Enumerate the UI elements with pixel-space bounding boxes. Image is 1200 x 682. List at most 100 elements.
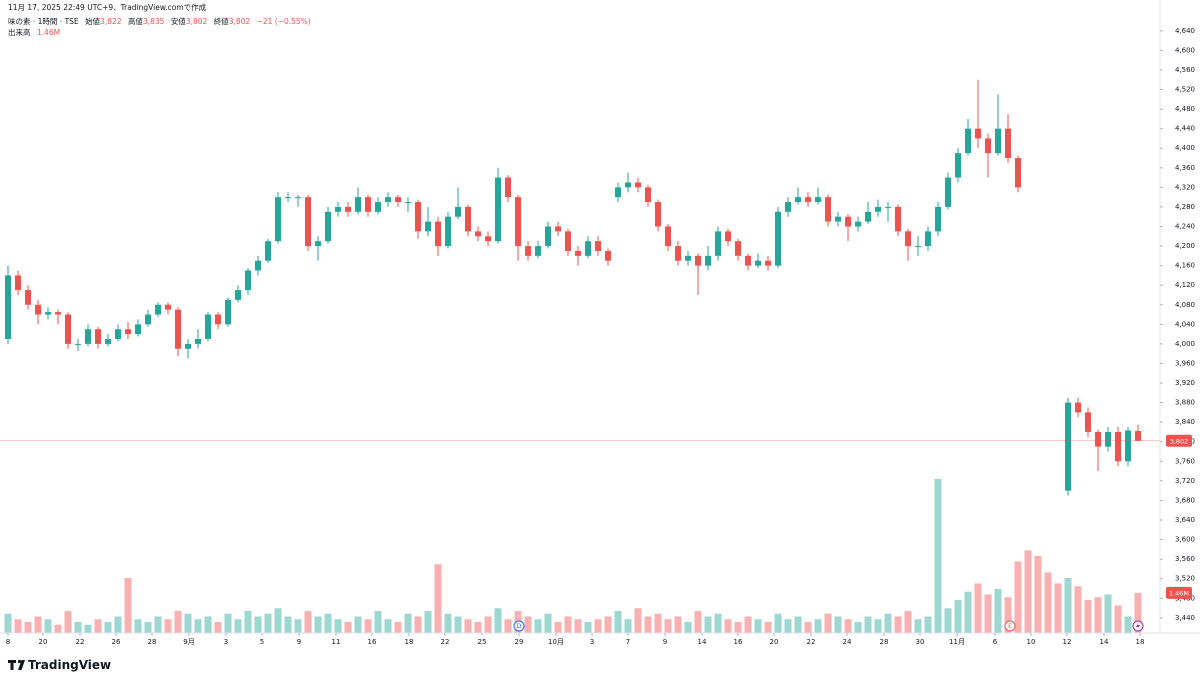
volume-bar <box>544 613 552 633</box>
volume-bar <box>944 608 952 633</box>
y-tick-label: 4,520 <box>1175 86 1195 94</box>
volume-bar <box>64 610 72 633</box>
candle-body <box>355 197 361 212</box>
y-tick-label: 4,120 <box>1175 281 1195 289</box>
ohlc-label: 始値 <box>85 16 100 26</box>
volume-bar <box>124 577 132 633</box>
volume-bar <box>644 616 652 633</box>
volume-bar <box>1084 599 1092 633</box>
candle-body <box>955 153 961 178</box>
candle-body <box>925 231 931 247</box>
x-tick-label: 14 <box>1100 638 1109 646</box>
event-label[interactable]: D <box>517 623 522 630</box>
candle-body <box>715 231 721 256</box>
plot-area <box>0 79 1160 633</box>
volume-bar <box>54 624 62 633</box>
event-flash[interactable] <box>1132 620 1144 632</box>
candle-body <box>635 182 641 188</box>
y-tick-label: 3,640 <box>1175 516 1195 524</box>
candle-body <box>125 329 131 335</box>
volume-bar <box>974 583 982 633</box>
candle-body <box>485 236 491 242</box>
x-tick-label: 18 <box>405 638 414 646</box>
y-tick-label: 4,280 <box>1175 203 1195 211</box>
candle-body <box>935 206 941 232</box>
event-label[interactable]: E <box>1008 623 1012 630</box>
volume-bar <box>344 621 352 633</box>
logo-mark <box>8 660 25 670</box>
candle-body <box>655 202 661 227</box>
candle-body <box>625 182 631 188</box>
volume-bar <box>174 610 182 633</box>
x-tick-label: 12 <box>1063 638 1072 646</box>
candle-body <box>25 290 31 305</box>
header-line: 味の素 · 1時間 · TSE 始値3,822 高値3,835 安値3,802 … <box>8 16 311 26</box>
candle-body <box>895 206 901 232</box>
candle-body <box>165 304 171 310</box>
volume-bar <box>94 619 102 633</box>
volume-bar <box>114 616 122 633</box>
y-tick-label: 3,440 <box>1175 614 1195 622</box>
candle-body <box>425 221 431 232</box>
volume-bar <box>34 616 42 633</box>
y-tick-label: 3,920 <box>1175 379 1195 387</box>
volume-bar <box>694 610 702 633</box>
x-tick-label: 16 <box>368 638 377 646</box>
x-tick-label: 3 <box>590 638 594 646</box>
candle-body <box>1115 431 1121 462</box>
volume-bar <box>334 619 342 633</box>
x-tick-label: 10月 <box>548 638 564 646</box>
volume-bar <box>444 613 452 633</box>
volume-bar <box>194 619 202 633</box>
candle-body <box>755 260 761 266</box>
event-e[interactable]: E <box>1004 620 1016 632</box>
candle-body <box>345 206 351 212</box>
volume-bar <box>664 619 672 633</box>
event-marker[interactable] <box>513 620 525 632</box>
volume-bar <box>464 619 472 633</box>
candle-body <box>495 177 501 242</box>
volume-bar <box>684 621 692 633</box>
volume-bar <box>744 616 752 633</box>
candle-body <box>675 246 681 261</box>
volume-bar <box>434 564 442 633</box>
volume-bar <box>904 610 912 633</box>
ohlc-value: 3,802 <box>229 17 251 26</box>
volume-bars <box>4 478 1142 633</box>
volume-bar <box>954 599 962 633</box>
volume-bar <box>1044 572 1052 633</box>
volume-bar <box>964 591 972 633</box>
volume-bar <box>104 621 112 633</box>
y-tick-label: 4,400 <box>1175 144 1195 152</box>
y-tick-label: 3,720 <box>1175 477 1195 485</box>
volume-bar <box>264 613 272 633</box>
volume-bar <box>24 621 32 633</box>
volume-bar <box>824 613 832 633</box>
volume-bar <box>654 613 662 633</box>
event-marker[interactable] <box>1004 620 1016 632</box>
volume-bar <box>144 621 152 633</box>
candle-body <box>1065 402 1071 491</box>
volume-bar <box>714 613 722 633</box>
volume-bar <box>564 616 572 633</box>
volume-bar <box>924 616 932 633</box>
event-d[interactable]: D <box>513 620 525 632</box>
candle-body <box>105 339 111 344</box>
last-volume-badge <box>1166 586 1192 599</box>
volume-bar <box>914 619 922 633</box>
x-tick-label: 11 <box>332 638 341 646</box>
ohlc-label: 終値 <box>214 16 229 26</box>
candle-body <box>665 226 671 247</box>
volume-bar <box>604 616 612 633</box>
volume-bar <box>474 621 482 633</box>
candle-body <box>815 197 821 203</box>
volume-bar <box>364 619 372 633</box>
candle-body <box>985 138 991 154</box>
candle-body <box>795 197 801 203</box>
x-tick-label: 10 <box>1027 638 1036 646</box>
x-tick-label: 9月 <box>183 638 194 646</box>
volume-label: 出来高 <box>8 27 31 37</box>
y-tick-label: 3,600 <box>1175 536 1195 544</box>
candle-body <box>545 226 551 247</box>
x-tick-label: 5 <box>260 638 264 646</box>
